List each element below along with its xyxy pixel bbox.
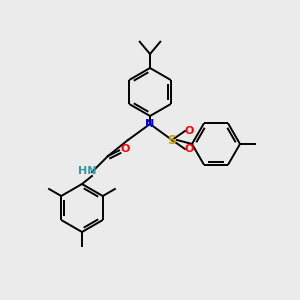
Text: O: O <box>184 144 194 154</box>
Text: HN: HN <box>78 166 96 176</box>
Text: N: N <box>146 119 154 129</box>
Text: S: S <box>167 134 176 146</box>
Text: O: O <box>184 126 194 136</box>
Text: O: O <box>120 144 130 154</box>
